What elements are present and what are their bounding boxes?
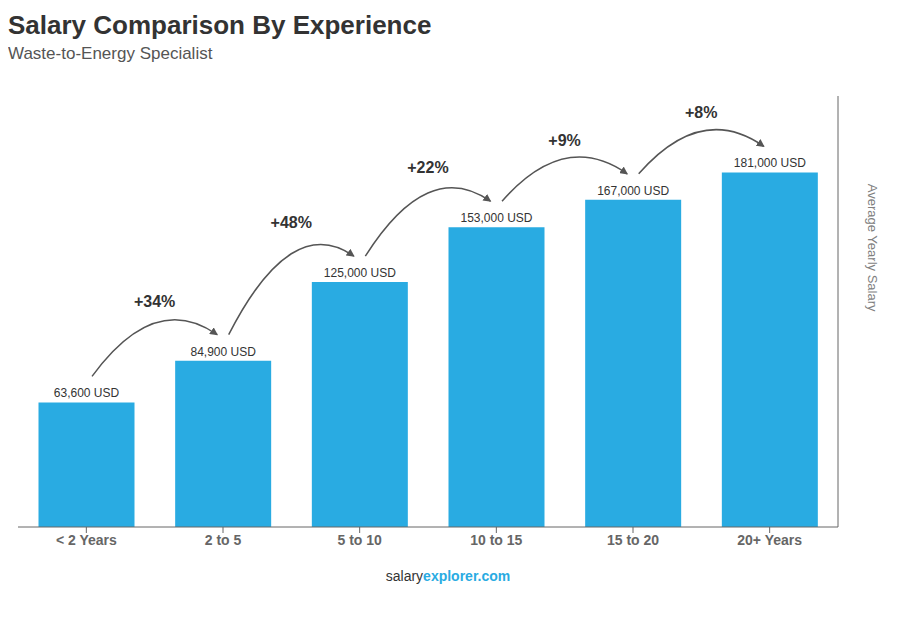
html-text:Waste-to-Energy Specialist: Waste-to-Energy Specialist [8,44,213,63]
svg-text:20+ Years: 20+ Years [737,532,802,548]
svg-text:84,900 USD: 84,900 USD [190,345,256,359]
svg-text:+34%: +34% [134,293,175,310]
svg-text:125,000 USD: 125,000 USD [324,266,396,280]
svg-text:181,000 USD: 181,000 USD [734,156,806,170]
html-text:salary explorer.com: salary explorer.com [385,568,511,584]
svg-text:10 to 15: 10 to 15 [470,532,522,548]
svg-text:+9%: +9% [548,132,580,149]
svg-text:Average Yearly Salary: Average Yearly Salary [865,184,880,312]
svg-text:+22%: +22% [407,159,448,176]
svg-text:< 2 Years: < 2 Years [56,532,117,548]
svg-text:+8%: +8% [685,104,717,121]
svg-text:15 to 20: 15 to 20 [607,532,659,548]
html-text:Salary Comparison By Experienc: Salary Comparison By Experience [8,10,432,40]
svg-text:153,000 USD: 153,000 USD [460,211,532,225]
svg-text:167,000 USD: 167,000 USD [597,184,669,198]
svg-text:5 to 10: 5 to 10 [337,532,382,548]
svg-text:+48%: +48% [271,214,312,231]
svg-text:2 to 5: 2 to 5 [205,532,242,548]
svg-text:63,600 USD: 63,600 USD [54,386,120,400]
